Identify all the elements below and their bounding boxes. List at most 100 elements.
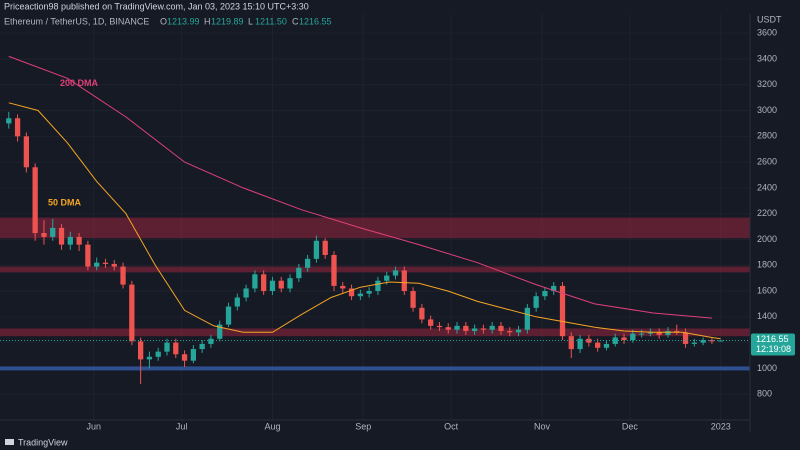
- candle-body: [498, 325, 504, 332]
- candle-body: [357, 293, 363, 297]
- candle-body: [682, 332, 689, 344]
- candle-body: [6, 118, 12, 124]
- candle-body: [463, 325, 469, 332]
- y-tick-label: 3200: [757, 79, 777, 89]
- ohlc-label: O: [160, 16, 167, 26]
- candle-body: [489, 325, 495, 330]
- candle-body: [568, 336, 574, 350]
- symbol: Ethereum / TetherUS, 1D, BINANCE: [4, 16, 149, 26]
- y-tick-label: 2400: [757, 182, 777, 192]
- candle-body: [331, 254, 337, 286]
- candle-body: [551, 285, 557, 292]
- y-tick-label: 1600: [757, 285, 777, 295]
- candle-body: [419, 307, 425, 320]
- logo: [5, 439, 14, 445]
- plot-area: [0, 14, 750, 420]
- candle-body: [603, 343, 610, 348]
- candle-body: [58, 227, 65, 245]
- candle-body: [533, 296, 539, 308]
- candle-body: [375, 280, 381, 292]
- ohlc-value: 1216.55: [299, 16, 332, 26]
- x-tick-label: Jun: [86, 421, 101, 431]
- candle-body: [23, 136, 30, 168]
- candle-body: [366, 291, 372, 294]
- candle-body: [120, 266, 126, 285]
- candle-body: [384, 275, 390, 281]
- candle-body: [445, 327, 451, 330]
- resistance-zone: [0, 217, 750, 239]
- y-tick-label: 1400: [757, 311, 777, 321]
- candle-body: [700, 340, 706, 343]
- candle-body: [146, 356, 153, 360]
- y-tick-label: 2800: [757, 131, 777, 141]
- candle-body: [225, 306, 232, 325]
- y-tick-label: 1800: [757, 260, 777, 270]
- candle-body: [304, 258, 311, 268]
- candle-body: [595, 342, 601, 348]
- candle-body: [14, 118, 21, 137]
- candle-body: [278, 280, 284, 289]
- candle-body: [515, 329, 522, 333]
- candle-body: [269, 280, 276, 292]
- price-tag: [751, 333, 795, 356]
- y-tick-label: 3400: [757, 53, 777, 63]
- candle-body: [621, 337, 627, 341]
- candle-body: [436, 325, 443, 328]
- candle-body: [340, 285, 346, 289]
- candle-body: [638, 333, 645, 335]
- ohlc-value: 1211.50: [255, 16, 287, 26]
- candle-body: [208, 338, 214, 344]
- candle-body: [102, 262, 109, 264]
- candle-body: [647, 332, 654, 334]
- x-tick-label: Aug: [264, 421, 280, 431]
- candle-body: [296, 267, 302, 279]
- ohlc-value: 1213.99: [167, 16, 200, 26]
- candle-body: [199, 343, 205, 350]
- candle-body: [428, 319, 434, 326]
- candle-body: [410, 291, 416, 308]
- x-tick-label: Sep: [355, 421, 371, 431]
- brand: TradingView: [18, 437, 68, 447]
- support-line: [0, 366, 750, 371]
- resistance-zone: [0, 328, 750, 337]
- candle-body: [577, 338, 583, 350]
- moving-average-line: [8, 55, 712, 319]
- candle-body: [480, 328, 487, 330]
- candle-body: [67, 236, 73, 245]
- candle-body: [129, 284, 135, 342]
- resistance-zone: [0, 266, 750, 273]
- price-tag-value: 1216.55: [756, 334, 789, 344]
- ohlc-label: C: [292, 16, 299, 26]
- candle-body: [164, 342, 170, 352]
- candle-body: [173, 342, 179, 355]
- candle-body: [155, 351, 161, 357]
- y-tick-label: 2200: [757, 208, 777, 218]
- x-tick-label: Dec: [622, 421, 639, 431]
- x-tick-label: Oct: [444, 421, 459, 431]
- candle-body: [392, 270, 399, 276]
- currency: USDT: [757, 14, 782, 24]
- candle-body: [665, 331, 671, 335]
- footer-logo: TradingView: [5, 437, 68, 447]
- candle-body: [454, 325, 460, 330]
- y-tick-label: 1000: [757, 363, 777, 373]
- candle-body: [542, 291, 548, 297]
- candle-body: [252, 274, 258, 289]
- candle-body: [181, 354, 188, 361]
- candle-body: [234, 297, 240, 307]
- candle-body: [524, 307, 530, 330]
- candle-body: [287, 278, 293, 289]
- candle-body: [348, 288, 355, 297]
- ohlc-label: H: [204, 16, 211, 26]
- candle-body: [507, 331, 513, 333]
- candle-body: [656, 332, 662, 335]
- candle-body: [261, 274, 267, 292]
- x-tick-label: Jul: [176, 421, 188, 431]
- candle-body: [559, 285, 566, 337]
- candle-body: [217, 324, 223, 339]
- candle-body: [85, 244, 91, 267]
- moving-average-line: [8, 102, 721, 340]
- candle-body: [41, 233, 47, 237]
- y-tick-label: 2000: [757, 234, 777, 244]
